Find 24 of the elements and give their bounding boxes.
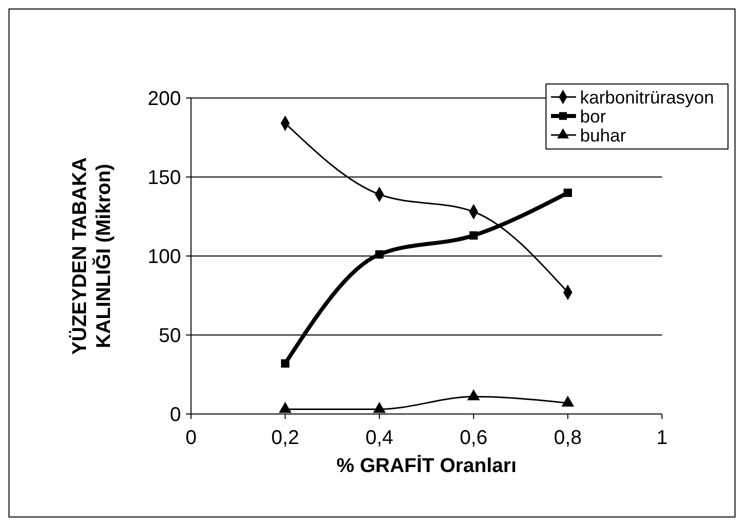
legend-label: buhar: [580, 125, 626, 146]
x-tick-label: 0,8: [554, 427, 582, 449]
point: [564, 188, 572, 197]
point: [469, 231, 478, 240]
x-tick-label: 0: [185, 427, 197, 449]
y-tick-label: 50: [158, 325, 181, 347]
point: [467, 389, 480, 400]
point: [375, 250, 384, 259]
y-tick-label: 150: [148, 167, 181, 189]
y-tick-label: 100: [148, 246, 181, 268]
point: [561, 396, 574, 407]
point: [278, 402, 292, 413]
x-tick-label: 1: [656, 427, 668, 449]
x-tick-label: 0,2: [271, 427, 300, 449]
legend-label: bor: [580, 106, 606, 126]
point: [373, 402, 386, 413]
legend-label: karbonitrürasyon: [580, 87, 714, 108]
y-axis-title: YÜZEYDEN TABAKA KALINLIĞI (Mikron): [68, 157, 115, 355]
y-tick-label: 0: [170, 404, 181, 426]
x-tick-label: 0,4: [365, 427, 394, 449]
x-axis-title: % GRAFİT Oranları: [336, 454, 517, 477]
point: [281, 359, 290, 368]
x-tick-label: 0,6: [460, 427, 488, 449]
y-tick-label: 200: [148, 88, 181, 110]
